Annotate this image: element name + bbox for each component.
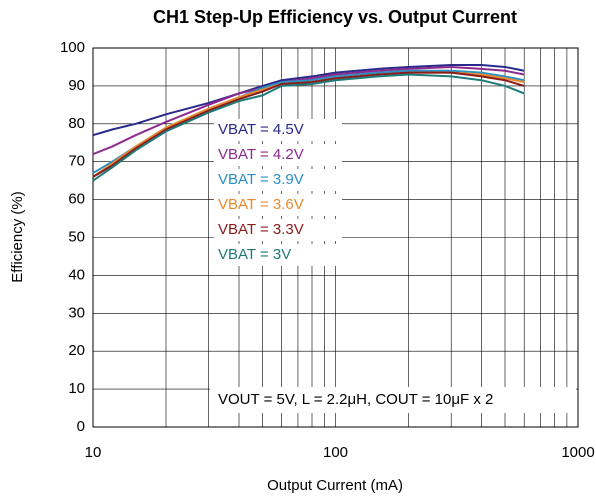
annotation-box [210, 387, 576, 413]
y-tick-label: 100 [60, 39, 85, 56]
x-tick-label: 10 [85, 444, 102, 461]
legend-label: VBAT = 3.9V [218, 171, 304, 188]
y-tick-label: 40 [68, 266, 85, 283]
legend-label: VBAT = 4.5V [218, 121, 304, 138]
y-tick-label: 50 [68, 228, 85, 245]
series-line [92, 64, 525, 137]
legend-bg [214, 244, 342, 266]
legend-bg [214, 219, 342, 241]
legend-bg [214, 144, 342, 166]
y-tick-label: 80 [68, 115, 85, 132]
y-tick-label: 0 [77, 418, 85, 435]
legend-label: VBAT = 3V [218, 246, 291, 263]
legend-label: VBAT = 3.6V [218, 196, 304, 213]
chart-title: CH1 Step-Up Efficiency vs. Output Curren… [153, 7, 517, 27]
y-tick-label: 70 [68, 153, 85, 170]
legend-label: VBAT = 4.2V [218, 146, 304, 163]
x-tick-label: 1000 [561, 444, 594, 461]
x-axis-title: Output Current (mA) [267, 477, 403, 494]
x-tick-label: 100 [323, 444, 348, 461]
series-line [92, 71, 525, 178]
y-tick-label: 20 [68, 342, 85, 359]
legend-bg [214, 119, 342, 141]
annotation: VOUT = 5V, L = 2.2μH, COUT = 10μF x 2 [218, 391, 493, 408]
legend-label: VBAT = 3.3V [218, 221, 304, 238]
y-tick-label: 10 [68, 380, 85, 397]
y-tick-label: 90 [68, 77, 85, 94]
series-line [92, 73, 525, 182]
y-tick-label: 60 [68, 191, 85, 208]
legend-bg [214, 169, 342, 191]
y-axis-title: Efficiency (%) [9, 191, 26, 282]
y-tick-label: 30 [68, 304, 85, 321]
legend-bg [214, 194, 342, 216]
